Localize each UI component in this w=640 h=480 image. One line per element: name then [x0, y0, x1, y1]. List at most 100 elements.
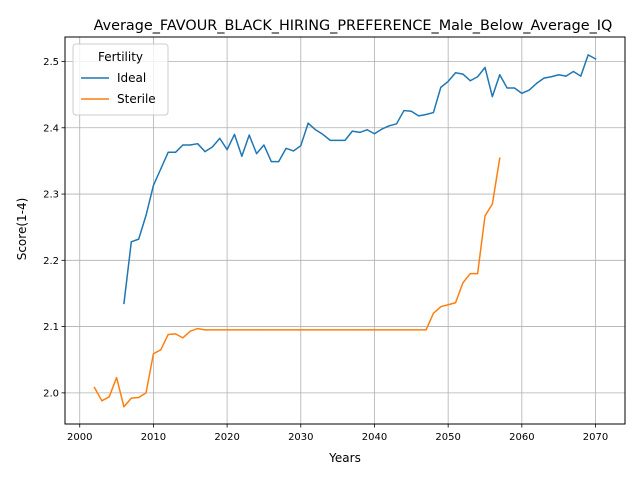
y-tick-label: 2.0 [43, 388, 59, 399]
x-tick-label: 2030 [288, 432, 313, 443]
data-point-ideal [344, 139, 346, 141]
x-tick-label: 2060 [509, 432, 534, 443]
data-point-ideal [580, 75, 582, 77]
data-point-ideal [130, 241, 132, 243]
data-point-ideal [447, 80, 449, 82]
x-tick-label: 2000 [67, 432, 92, 443]
x-tick-label: 2070 [583, 432, 608, 443]
data-point-ideal [543, 77, 545, 79]
data-point-sterile [211, 329, 213, 331]
data-point-ideal [359, 131, 361, 134]
data-point-sterile [226, 329, 228, 331]
data-point-sterile [329, 329, 331, 331]
series-layer [93, 54, 597, 408]
data-point-ideal [440, 86, 442, 88]
x-tick-label: 2020 [214, 432, 239, 443]
data-point-sterile [278, 329, 280, 331]
data-point-ideal [366, 129, 368, 131]
data-point-ideal [499, 74, 501, 76]
data-point-ideal [454, 72, 457, 74]
data-point-ideal [138, 238, 140, 240]
data-point-ideal [307, 122, 309, 124]
data-point-ideal [565, 75, 567, 77]
legend: Fertility Ideal Sterile [72, 43, 169, 116]
data-point-ideal [558, 74, 560, 76]
data-point-ideal [469, 80, 471, 82]
data-point-sterile [263, 329, 265, 331]
data-point-sterile [462, 282, 464, 284]
x-tick-label: 2040 [362, 432, 387, 443]
chart-title: Average_FAVOUR_BLACK_HIRING_PREFERENCE_M… [94, 18, 613, 34]
data-point-ideal [395, 123, 398, 125]
plot-frame [64, 36, 626, 425]
data-point-sterile [307, 329, 309, 331]
x-axis-label: Years [328, 451, 361, 465]
y-tick-label: 2.5 [43, 57, 59, 68]
data-point-ideal [550, 76, 552, 78]
data-point-sterile [454, 302, 457, 304]
data-point-sterile [359, 329, 361, 331]
data-point-ideal [521, 92, 523, 94]
data-point-ideal [351, 130, 353, 132]
legend-title: Fertility [98, 50, 143, 64]
data-point-sterile [337, 329, 339, 331]
data-point-sterile [219, 329, 221, 331]
data-point-ideal [587, 54, 589, 56]
data-point-sterile [108, 396, 110, 398]
data-point-ideal [462, 73, 464, 75]
data-point-ideal [432, 111, 435, 114]
data-point-sterile [469, 272, 471, 275]
data-point-sterile [373, 329, 376, 331]
data-point-ideal [197, 143, 199, 145]
data-point-ideal [152, 184, 155, 187]
data-point-ideal [491, 96, 493, 98]
data-point-sterile [241, 329, 243, 331]
legend-box [72, 43, 169, 116]
data-point-ideal [381, 128, 383, 130]
data-point-sterile [197, 327, 199, 330]
data-point-ideal [182, 144, 184, 146]
data-point-ideal [263, 144, 265, 146]
data-point-sterile [138, 396, 140, 399]
data-point-ideal [314, 129, 317, 131]
data-point-ideal [388, 125, 390, 127]
data-point-sterile [123, 406, 125, 408]
data-point-ideal [167, 151, 169, 153]
data-point-ideal [233, 133, 236, 136]
data-point-sterile [101, 400, 103, 402]
data-point-sterile [130, 397, 132, 399]
data-point-ideal [248, 134, 250, 136]
data-point-ideal [278, 160, 280, 163]
data-point-sterile [499, 157, 501, 159]
data-point-sterile [160, 349, 162, 351]
data-point-ideal [145, 214, 147, 216]
data-point-ideal [337, 139, 339, 141]
data-point-sterile [477, 272, 479, 275]
series-line-sterile [93, 157, 501, 408]
data-point-sterile [366, 329, 368, 331]
data-point-ideal [410, 110, 412, 112]
data-point-sterile [418, 329, 420, 331]
y-axis-ticks: 2.0 2.1 2.2 2.3 2.4 2.5 [43, 57, 65, 399]
y-tick-label: 2.3 [43, 190, 59, 201]
data-point-sterile [204, 329, 206, 331]
data-point-ideal [403, 109, 405, 112]
data-point-sterile [381, 329, 383, 331]
data-point-ideal [160, 168, 162, 170]
data-point-ideal [292, 150, 295, 152]
data-point-sterile [491, 203, 493, 205]
data-point-sterile [248, 329, 250, 331]
data-point-ideal [594, 58, 597, 60]
data-point-ideal [418, 115, 420, 117]
data-point-sterile [167, 333, 169, 336]
data-point-sterile [189, 330, 191, 332]
data-point-sterile [115, 377, 118, 379]
grid [65, 37, 625, 424]
data-point-sterile [344, 329, 346, 331]
data-point-sterile [300, 329, 302, 331]
data-point-ideal [241, 155, 243, 157]
data-point-sterile [447, 304, 449, 306]
data-point-ideal [484, 66, 486, 69]
data-point-sterile [484, 215, 486, 217]
